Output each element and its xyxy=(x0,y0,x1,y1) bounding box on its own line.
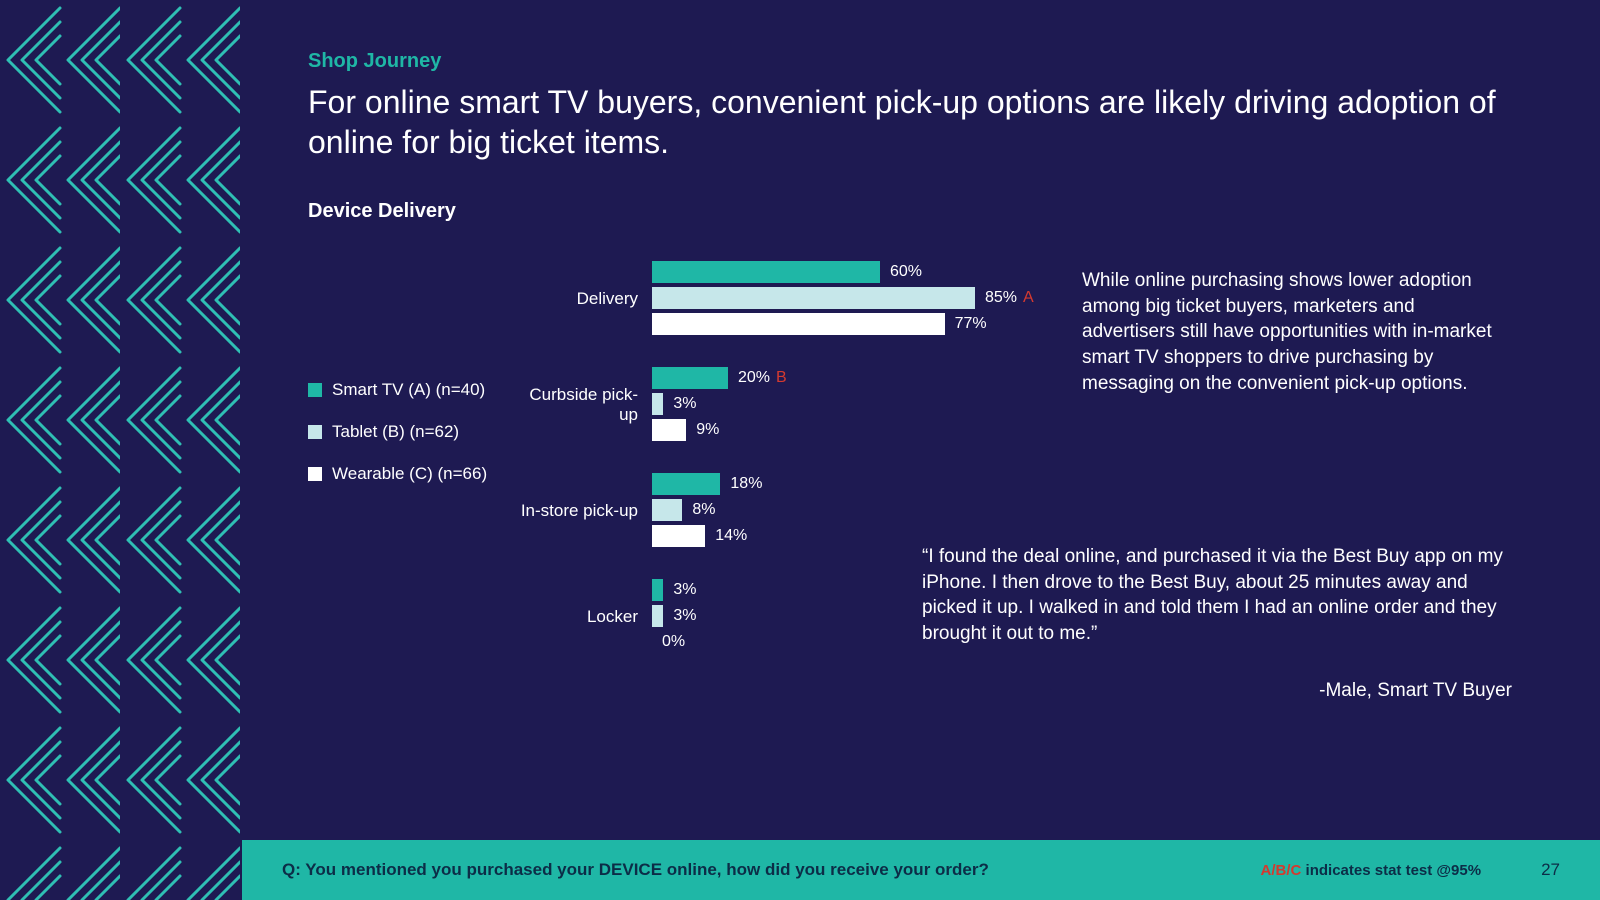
bar-row: 3% xyxy=(652,392,1152,416)
bar-value: 0% xyxy=(662,633,685,651)
quote-text: “I found the deal online, and purchased … xyxy=(922,544,1512,647)
chart-group: Delivery 60% 85% A 77% xyxy=(512,260,1152,338)
bar-value: 8% xyxy=(692,501,715,519)
bar-value: 18% xyxy=(730,475,762,493)
bar xyxy=(652,605,663,627)
stat-flag: B xyxy=(776,369,787,387)
quote-attribution: -Male, Smart TV Buyer xyxy=(922,680,1512,702)
left-pattern xyxy=(0,0,242,900)
bar-value: 60% xyxy=(890,263,922,281)
legend-label: Smart TV (A) (n=40) xyxy=(332,380,485,400)
bar-value: 3% xyxy=(673,607,696,625)
commentary-text: While online purchasing shows lower adop… xyxy=(1082,268,1512,396)
bar-row: 8% xyxy=(652,498,1152,522)
legend-item: Wearable (C) (n=66) xyxy=(308,464,487,484)
bar xyxy=(652,367,728,389)
slide-content: Shop Journey For online smart TV buyers,… xyxy=(242,0,1600,900)
chart-group: In-store pick-up 18% 8%14% xyxy=(512,472,1152,550)
category-label: In-store pick-up xyxy=(512,501,652,521)
bar xyxy=(652,473,720,495)
bar-value: 3% xyxy=(673,395,696,413)
legend-swatch xyxy=(308,425,322,439)
bar xyxy=(652,287,975,309)
chart-legend: Smart TV (A) (n=40) Tablet (B) (n=62) Wear… xyxy=(308,380,487,506)
stat-flag: A xyxy=(1023,289,1034,307)
page-number: 27 xyxy=(1541,860,1560,880)
footer-stat-note: A/B/C indicates stat test @95% xyxy=(1261,862,1482,879)
bar-row: 9% xyxy=(652,418,1152,442)
legend-label: Wearable (C) (n=66) xyxy=(332,464,487,484)
category-label: Curbside pick-up xyxy=(512,385,652,425)
chart-title: Device Delivery xyxy=(308,200,456,223)
bar-value: 77% xyxy=(955,315,987,333)
bar-value: 9% xyxy=(696,421,719,439)
bar-value: 85% xyxy=(985,289,1017,307)
footer-question: Q: You mentioned you purchased your DEVI… xyxy=(282,860,989,880)
legend-item: Smart TV (A) (n=40) xyxy=(308,380,487,400)
bar-value: 14% xyxy=(715,527,747,545)
bar-row: 18% xyxy=(652,472,1152,496)
footer-bar: Q: You mentioned you purchased your DEVI… xyxy=(242,840,1600,900)
bar xyxy=(652,579,663,601)
legend-item: Tablet (B) (n=62) xyxy=(308,422,487,442)
bar xyxy=(652,313,945,335)
bar-value: 3% xyxy=(673,581,696,599)
bar-row: 20% B xyxy=(652,366,1152,390)
bar-row: 77% xyxy=(652,312,1152,336)
headline: For online smart TV buyers, convenient p… xyxy=(308,82,1520,162)
bars-container: 20% B 3%9% xyxy=(652,366,1152,444)
category-label: Locker xyxy=(512,607,652,627)
section-label: Shop Journey xyxy=(308,50,441,73)
bar-row: 60% xyxy=(652,260,1152,284)
bar-value: 20% xyxy=(738,369,770,387)
bar xyxy=(652,525,705,547)
legend-swatch xyxy=(308,383,322,397)
bar xyxy=(652,419,686,441)
bars-container: 18% 8%14% xyxy=(652,472,1152,550)
legend-label: Tablet (B) (n=62) xyxy=(332,422,459,442)
bar-row: 85% A xyxy=(652,286,1152,310)
bars-container: 60% 85% A 77% xyxy=(652,260,1152,338)
bar xyxy=(652,261,880,283)
bar xyxy=(652,499,682,521)
bar xyxy=(652,393,663,415)
chart-group: Curbside pick-up 20% B 3%9% xyxy=(512,366,1152,444)
category-label: Delivery xyxy=(512,289,652,309)
legend-swatch xyxy=(308,467,322,481)
